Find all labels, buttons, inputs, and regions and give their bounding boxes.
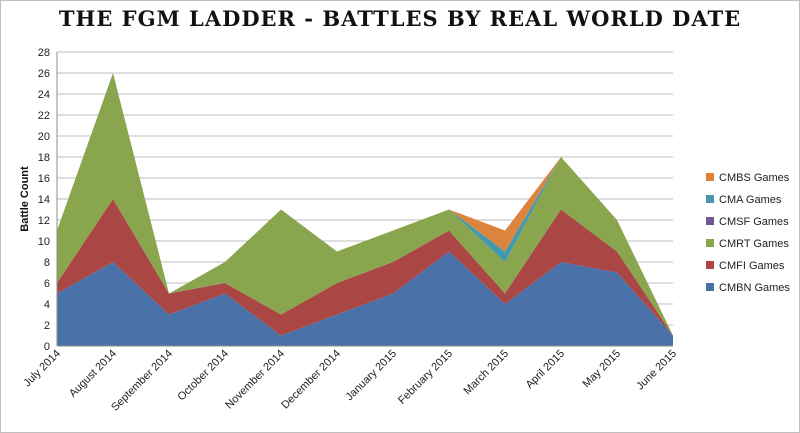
y-tick-label: 18: [38, 152, 50, 164]
x-tick-label: January 2015: [343, 348, 399, 404]
area-cmfi-games: [57, 199, 673, 336]
x-tick-label: October 2014: [176, 348, 232, 404]
y-tick-label: 6: [44, 278, 50, 290]
x-tick-label: February 2015: [396, 348, 455, 407]
area-cmrt-games: [57, 73, 673, 336]
y-tick-label: 0: [44, 341, 50, 353]
y-tick-label: 28: [38, 47, 50, 59]
y-tick-label: 12: [38, 215, 50, 227]
legend-swatch: [706, 195, 714, 203]
legend-label: CMSF Games: [719, 216, 789, 228]
x-tick-label: November 2014: [223, 348, 287, 412]
x-tick-label: March 2015: [462, 348, 512, 398]
legend-swatch: [706, 239, 714, 247]
y-axis-label: Battle Count: [19, 166, 31, 232]
legend-label: CMRT Games: [719, 238, 789, 250]
y-tick-label: 4: [44, 299, 50, 311]
y-tick-label: 16: [38, 173, 50, 185]
y-tick-label: 22: [38, 110, 50, 122]
y-tick-label: 8: [44, 257, 50, 269]
y-tick-label: 26: [38, 68, 50, 80]
y-tick-label: 10: [38, 236, 50, 248]
legend-swatch: [706, 283, 714, 291]
x-tick-label: April 2015: [524, 348, 568, 392]
legend-label: CMFI Games: [719, 260, 785, 272]
x-tick-label: September 2014: [109, 348, 175, 414]
x-tick-label: June 2015: [634, 348, 679, 393]
y-tick-label: 14: [38, 194, 50, 206]
legend-swatch: [706, 261, 714, 269]
legend-swatch: [706, 217, 714, 225]
legend-label: CMA Games: [719, 194, 782, 206]
chart-title: THE FGM LADDER - BATTLES BY REAL WORLD D…: [58, 6, 742, 31]
axes: [56, 52, 673, 347]
legend: CMBS Games CMA Games CMSF Games CMRT Games C…: [706, 172, 790, 294]
x-tick-label: July 2014: [21, 348, 63, 390]
y-tick-label: 2: [44, 320, 50, 332]
area-series: [57, 73, 673, 346]
x-tick-label: May 2015: [580, 348, 623, 391]
legend-swatch: [706, 173, 714, 181]
x-tick-label: August 2014: [67, 348, 119, 400]
legend-label: CMBN Games: [719, 282, 790, 294]
legend-label: CMBS Games: [719, 172, 790, 184]
x-tick-label: December 2014: [279, 348, 343, 412]
y-tick-label: 20: [38, 131, 50, 143]
area-cmbn-games: [57, 251, 673, 346]
y-tick-label: 24: [38, 89, 50, 101]
